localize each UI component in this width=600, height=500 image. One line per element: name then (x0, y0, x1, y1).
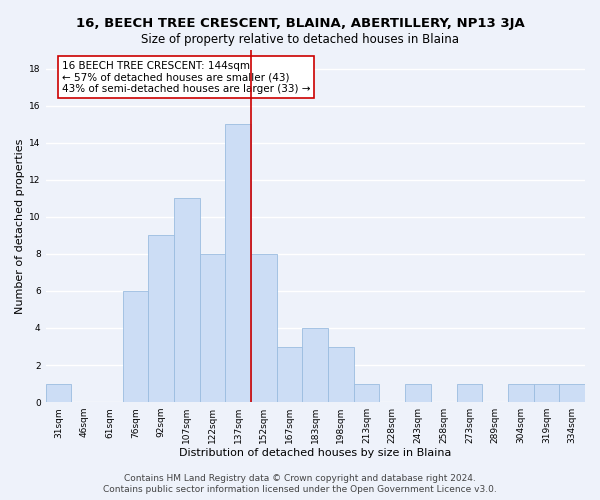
Text: Size of property relative to detached houses in Blaina: Size of property relative to detached ho… (141, 32, 459, 46)
Y-axis label: Number of detached properties: Number of detached properties (15, 138, 25, 314)
Bar (251, 254, 277, 402)
Bar (277, 346, 302, 402)
Text: 16 BEECH TREE CRESCENT: 144sqm
← 57% of detached houses are smaller (43)
43% of : 16 BEECH TREE CRESCENT: 144sqm ← 57% of … (62, 60, 310, 94)
Bar (405, 384, 431, 402)
Bar (302, 328, 328, 402)
Bar (328, 346, 354, 402)
Text: Contains HM Land Registry data © Crown copyright and database right 2024.
Contai: Contains HM Land Registry data © Crown c… (103, 474, 497, 494)
Bar (533, 384, 559, 402)
Bar (559, 384, 585, 402)
Bar (46, 384, 71, 402)
Bar (354, 384, 379, 402)
Text: 16, BEECH TREE CRESCENT, BLAINA, ABERTILLERY, NP13 3JA: 16, BEECH TREE CRESCENT, BLAINA, ABERTIL… (76, 18, 524, 30)
Bar (122, 291, 148, 402)
Bar (226, 124, 251, 402)
Bar (508, 384, 533, 402)
X-axis label: Distribution of detached houses by size in Blaina: Distribution of detached houses by size … (179, 448, 451, 458)
Bar (457, 384, 482, 402)
Bar (200, 254, 226, 402)
Bar (148, 236, 174, 402)
Bar (174, 198, 200, 402)
